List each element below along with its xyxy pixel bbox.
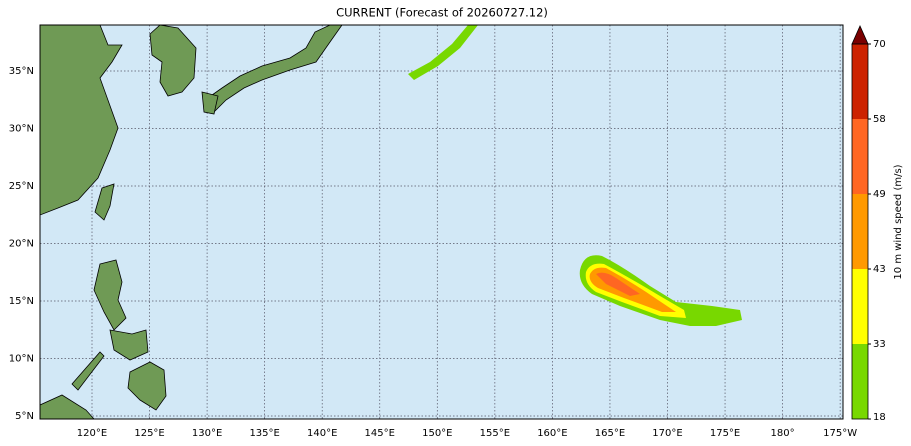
lon-label: 175°W: [823, 428, 857, 439]
lat-label: 15°N: [9, 296, 34, 307]
colorbar-tick-label: 49: [873, 189, 886, 200]
lon-label: 125°E: [134, 428, 164, 439]
land-taiwan: [94, 183, 115, 221]
lat-label: 20°N: [9, 239, 34, 250]
land-visayas: [109, 329, 149, 361]
lon-label: 160°E: [537, 428, 567, 439]
lon-label: 140°E: [307, 428, 337, 439]
colorbar-tick-label: 70: [873, 39, 886, 50]
lon-label: 120°E: [77, 428, 107, 439]
lon-label: 175°E: [710, 428, 740, 439]
lon-label: 130°E: [192, 428, 222, 439]
ocean: [40, 25, 843, 419]
map-title: CURRENT (Forecast of 20260727.12): [336, 6, 548, 20]
map-frame: [39, 24, 844, 420]
lat-label: 35°N: [9, 66, 34, 77]
colorbar-segment: [852, 44, 868, 119]
colorbar-tick-label: 18: [873, 412, 886, 423]
colorbar-segment: [852, 119, 868, 194]
land-kyushu: [201, 91, 219, 115]
wind-swath-north: [408, 25, 478, 80]
land-mindanao: [127, 361, 167, 411]
colorbar-segment: [852, 344, 868, 419]
land-korea: [149, 25, 197, 97]
land-palawan: [71, 351, 105, 391]
lon-label: 145°E: [365, 428, 395, 439]
colorbar-frame: [851, 43, 869, 420]
axis-labels: 120°E 125°E 130°E 135°E 140°E 145°E 150°E 155°E…: [9, 66, 857, 439]
colorbar-tick-label: 43: [873, 264, 886, 275]
colorbar-tick-label: 33: [873, 339, 886, 350]
lat-label: 10°N: [9, 354, 34, 365]
graticule: [40, 25, 843, 419]
colorbar-segment: [852, 269, 868, 344]
wind-swath-red: [596, 272, 640, 296]
lon-label: 180°: [771, 428, 795, 439]
lon-label: 170°E: [652, 428, 682, 439]
colorbar-segment: [852, 194, 868, 269]
land-japan: [204, 25, 343, 113]
map-area: [40, 25, 843, 419]
lon-label: 155°E: [480, 428, 510, 439]
colorbar-extend: [851, 25, 869, 45]
land-china: [40, 25, 123, 216]
wind-swath-green: [579, 255, 742, 326]
lon-label: 165°E: [595, 428, 625, 439]
lon-label: 135°E: [249, 428, 279, 439]
lon-label: 150°E: [422, 428, 452, 439]
colorbar-tick-label: 58: [873, 114, 886, 125]
colorbar: 18 33 43 49 58 70: [851, 25, 886, 423]
land-luzon: [93, 259, 127, 331]
land-borneo: [40, 394, 95, 419]
lat-label: 30°N: [9, 124, 34, 135]
lat-label: 25°N: [9, 181, 34, 192]
lat-label: 5°N: [15, 411, 34, 422]
colorbar-label: 10 m wind speed (m/s): [893, 164, 904, 279]
